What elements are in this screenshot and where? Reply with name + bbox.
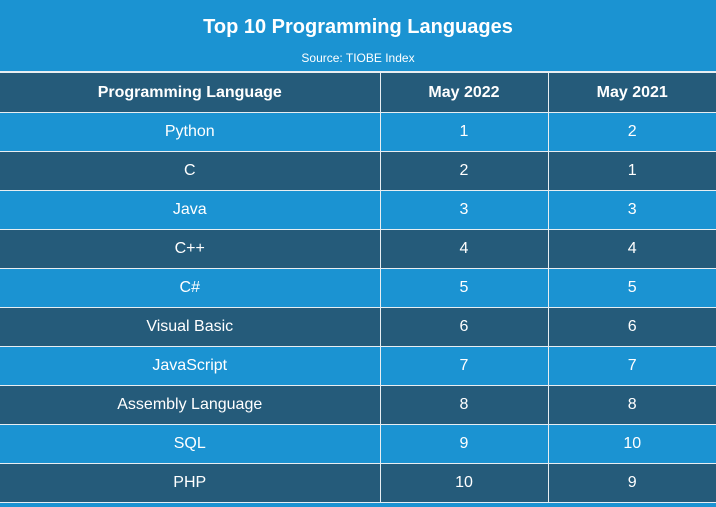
cell-may-2022: 10: [379, 463, 549, 503]
cell-may-2021: 2: [547, 112, 716, 152]
column-header-may-2021: May 2021: [547, 72, 716, 113]
cell-language: PHP: [0, 463, 381, 503]
cell-may-2022: 3: [379, 190, 549, 230]
chart-title: Top 10 Programming Languages: [203, 16, 513, 38]
table-row: Python 1 2: [0, 112, 716, 152]
cell-may-2021: 7: [547, 346, 716, 386]
column-header-language: Programming Language: [0, 72, 381, 113]
table-body: Python 1 2 C 2 1 Java 3 3 C++ 4 4 C# 5 5 Visual Basic 6 6…: [0, 112, 716, 503]
rankings-table: Programming Language May 2022 May 2021 P…: [0, 72, 716, 503]
cell-may-2021: 8: [547, 385, 716, 425]
cell-may-2021: 5: [547, 268, 716, 308]
cell-may-2021: 6: [547, 307, 716, 347]
cell-language: Python: [0, 112, 381, 152]
column-header-may-2022: May 2022: [379, 72, 549, 113]
cell-language: SQL: [0, 424, 381, 464]
cell-language: Java: [0, 190, 381, 230]
title-bar: Top 10 Programming Languages Source: TIO…: [0, 0, 716, 72]
table-header: Programming Language May 2022 May 2021: [0, 72, 716, 113]
table-row: JavaScript 7 7: [0, 346, 716, 386]
table-row: Assembly Language 8 8: [0, 385, 716, 425]
cell-language: Assembly Language: [0, 385, 381, 425]
cell-may-2021: 9: [547, 463, 716, 503]
cell-may-2022: 5: [379, 268, 549, 308]
cell-language: JavaScript: [0, 346, 381, 386]
table-row: PHP 10 9: [0, 463, 716, 503]
cell-may-2022: 9: [379, 424, 549, 464]
cell-may-2021: 4: [547, 229, 716, 269]
cell-language: C: [0, 151, 381, 191]
cell-may-2022: 7: [379, 346, 549, 386]
cell-may-2022: 1: [379, 112, 549, 152]
cell-may-2021: 1: [547, 151, 716, 191]
table-row: C# 5 5: [0, 268, 716, 308]
cell-may-2022: 4: [379, 229, 549, 269]
cell-language: C++: [0, 229, 381, 269]
table-row: Visual Basic 6 6: [0, 307, 716, 347]
cell-may-2022: 8: [379, 385, 549, 425]
cell-may-2022: 6: [379, 307, 549, 347]
cell-language: Visual Basic: [0, 307, 381, 347]
table-row: C++ 4 4: [0, 229, 716, 269]
cell-may-2021: 3: [547, 190, 716, 230]
cell-may-2022: 2: [379, 151, 549, 191]
table-row: Java 3 3: [0, 190, 716, 230]
cell-may-2021: 10: [547, 424, 716, 464]
cell-language: C#: [0, 268, 381, 308]
chart-subtitle: Source: TIOBE Index: [301, 51, 415, 65]
header-row: Programming Language May 2022 May 2021: [0, 72, 716, 113]
table-row: SQL 9 10: [0, 424, 716, 464]
